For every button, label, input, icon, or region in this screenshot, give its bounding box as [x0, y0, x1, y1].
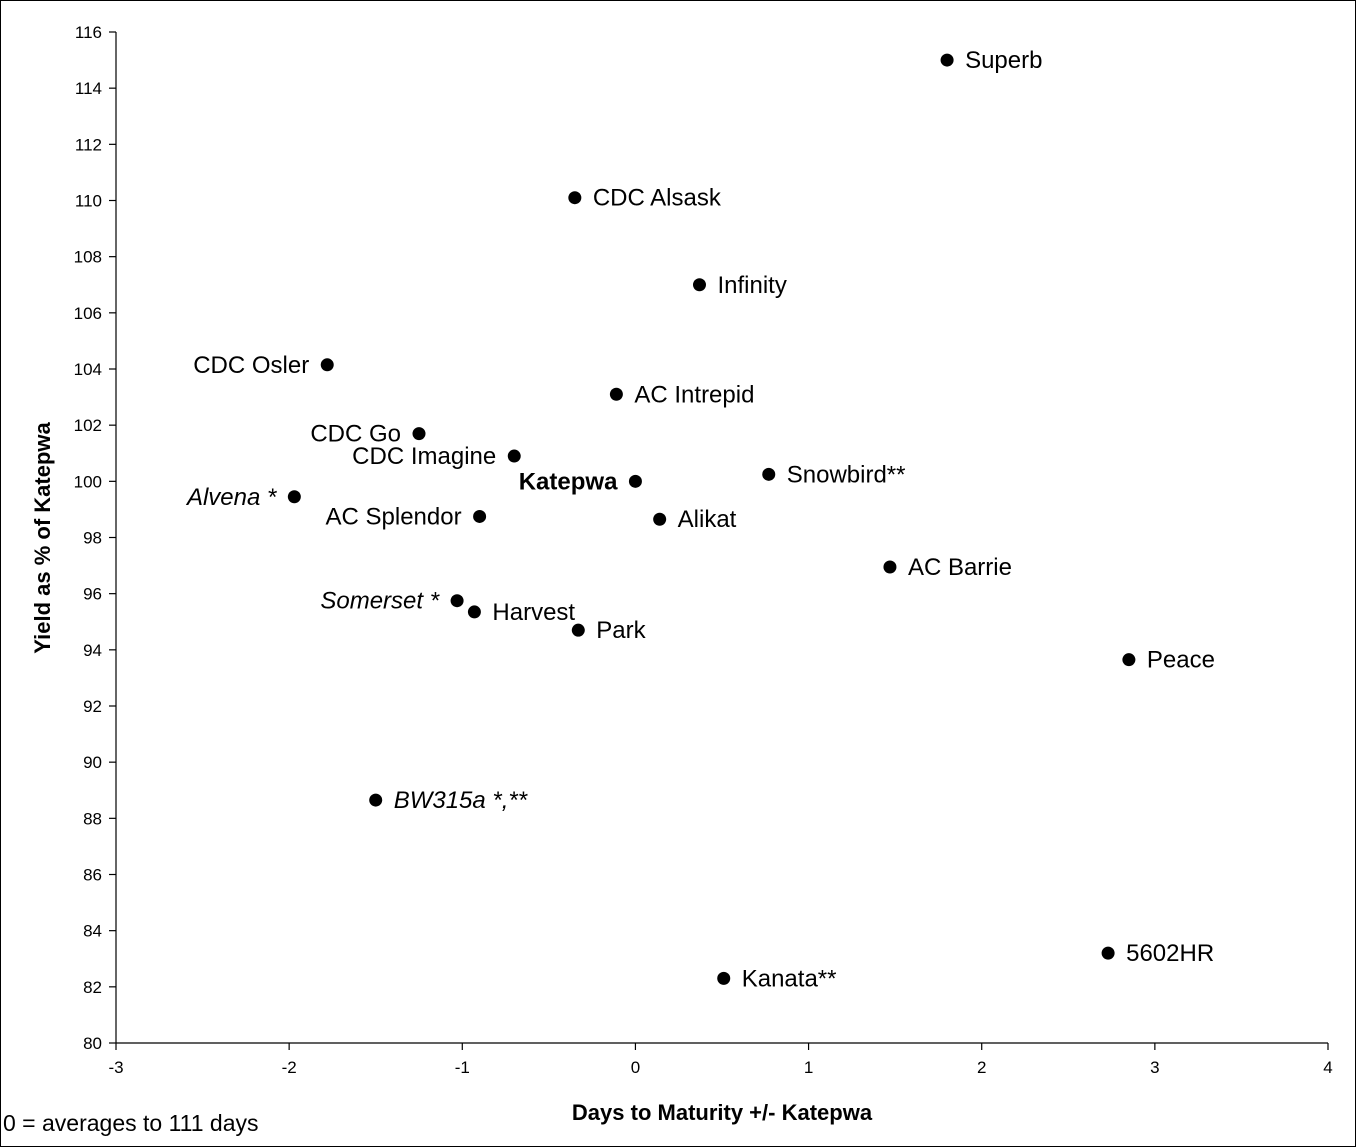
point-label: CDC Imagine: [352, 443, 496, 470]
point-marker: [412, 427, 426, 441]
y-tick-label: 86: [83, 866, 102, 885]
data-point: Kanata**: [717, 965, 836, 992]
point-label: 5602HR: [1126, 940, 1214, 967]
data-point: Somerset *: [320, 588, 464, 615]
y-tick-label: 88: [83, 809, 102, 828]
point-marker: [369, 793, 383, 807]
x-axis-title: Days to Maturity +/- Katepwa: [572, 1100, 873, 1125]
data-point: Infinity: [692, 272, 787, 299]
point-marker: [287, 490, 301, 504]
x-tick-label: 0: [631, 1058, 640, 1077]
point-marker: [450, 594, 464, 608]
y-tick-label: 90: [83, 753, 102, 772]
data-point: AC Splendor: [326, 503, 487, 530]
data-point: Peace: [1122, 647, 1215, 674]
point-label: Superb: [965, 47, 1042, 74]
data-point: CDC Go: [310, 421, 426, 448]
y-tick-label: 92: [83, 697, 102, 716]
y-tick-label: 106: [74, 304, 102, 323]
point-marker: [320, 358, 334, 372]
point-marker: [1122, 653, 1136, 667]
data-point: CDC Osler: [193, 352, 334, 379]
data-point: 5602HR: [1101, 940, 1214, 967]
x-tick-label: -3: [108, 1058, 123, 1077]
x-tick-label: 4: [1323, 1058, 1332, 1077]
y-tick-label: 84: [83, 922, 102, 941]
point-label: Alvena *: [185, 484, 277, 511]
point-label: CDC Go: [310, 421, 401, 448]
point-label: AC Splendor: [326, 503, 462, 530]
point-marker: [717, 971, 731, 985]
point-marker: [762, 467, 776, 481]
y-axis-title: Yield as % of Katepwa: [30, 422, 55, 654]
point-marker: [628, 474, 642, 488]
point-label: Kanata**: [742, 965, 837, 992]
x-tick-label: 1: [804, 1058, 813, 1077]
point-marker: [609, 387, 623, 401]
point-label: CDC Osler: [193, 352, 309, 379]
y-tick-label: 112: [75, 135, 102, 154]
y-tick-label: 108: [74, 248, 102, 267]
y-tick-label: 96: [83, 585, 102, 604]
maturity-note: 0 = averages to 111 days: [3, 1110, 259, 1136]
y-tick-label: 104: [74, 360, 102, 379]
data-point: CDC Alsask: [568, 185, 722, 212]
point-label: AC Barrie: [908, 554, 1012, 581]
point-marker: [473, 509, 487, 523]
y-tick-label: 94: [83, 641, 102, 660]
point-label: Park: [596, 617, 646, 644]
data-point: Snowbird**: [762, 461, 905, 488]
point-label: BW315a *,**: [394, 787, 528, 814]
x-tick-label: -1: [455, 1058, 470, 1077]
tick-labels: 8082848688909294969810010210410610811011…: [74, 23, 1333, 1077]
y-tick-label: 80: [83, 1034, 102, 1053]
x-tick-label: 3: [1150, 1058, 1159, 1077]
point-label: AC Intrepid: [634, 381, 754, 408]
data-point: AC Barrie: [883, 554, 1012, 581]
y-tick-label: 98: [83, 529, 102, 548]
y-tick-label: 110: [75, 192, 102, 211]
data-point: Park: [571, 617, 647, 644]
point-label: Peace: [1147, 647, 1215, 674]
data-points: Superb CDC Alsask Infinity CDC Osler AC Intr…: [185, 47, 1215, 992]
x-tick-label: -2: [282, 1058, 297, 1077]
point-label: Infinity: [717, 272, 786, 299]
data-point: Katepwa: [519, 468, 642, 495]
point-marker: [883, 560, 897, 574]
data-point: CDC Imagine: [352, 443, 521, 470]
y-tick-label: 114: [75, 79, 102, 98]
point-marker: [692, 278, 706, 292]
point-marker: [467, 605, 481, 619]
point-label: Harvest: [492, 599, 575, 626]
point-label: Katepwa: [519, 468, 618, 495]
point-label: CDC Alsask: [593, 185, 722, 212]
y-tick-label: 100: [74, 472, 102, 491]
point-marker: [571, 623, 585, 637]
y-tick-label: 102: [74, 416, 102, 435]
point-marker: [568, 191, 582, 205]
point-label: Snowbird**: [787, 461, 906, 488]
x-tick-label: 2: [977, 1058, 986, 1077]
y-tick-label: 116: [75, 23, 102, 42]
point-marker: [507, 449, 521, 463]
axes: [109, 31, 1329, 1050]
y-tick-label: 82: [83, 978, 102, 997]
data-point: Alvena *: [185, 484, 301, 511]
point-marker: [940, 53, 954, 67]
point-marker: [653, 512, 667, 526]
data-point: AC Intrepid: [609, 381, 754, 408]
data-point: BW315a *,**: [369, 787, 528, 814]
data-point: Superb: [940, 47, 1042, 74]
point-marker: [1101, 946, 1115, 960]
point-label: Alikat: [678, 506, 737, 533]
data-point: Harvest: [467, 599, 575, 626]
data-point: Alikat: [653, 506, 737, 533]
point-label: Somerset *: [320, 588, 439, 615]
